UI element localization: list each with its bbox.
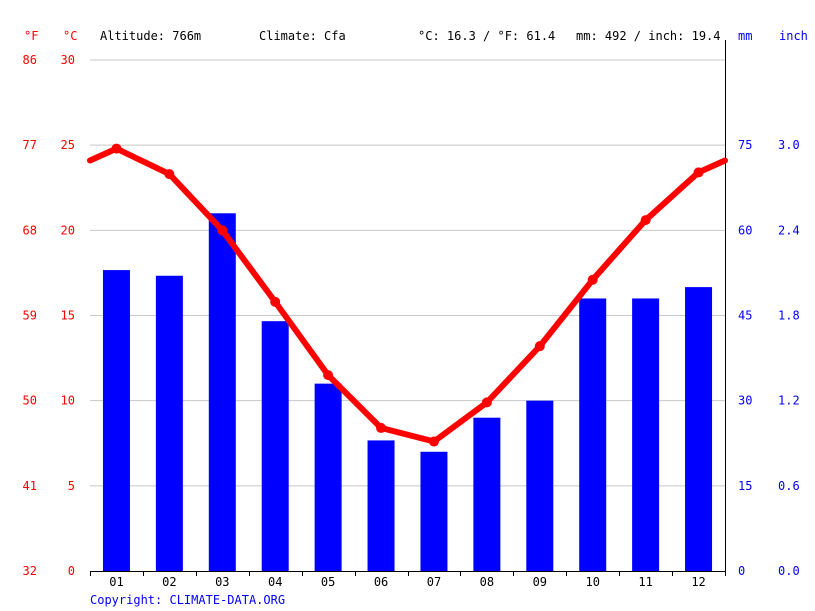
precipitation-bar	[261, 321, 289, 571]
y-tick-label-fahrenheit: 32	[23, 564, 37, 578]
tick-labels: 01 02 03 04 05 06 07 08 09 10 11 12 0 32 5 41 10 50 15 59 20…	[23, 53, 800, 589]
y-tick-label-inch: 2.4	[778, 223, 800, 237]
x-tick-label: 08	[480, 575, 494, 589]
temperature-point	[217, 225, 228, 236]
x-tick-label: 04	[268, 575, 282, 589]
x-tick-label: 11	[638, 575, 652, 589]
y-tick-label-celsius: 0	[68, 564, 75, 578]
y-tick-label-fahrenheit: 86	[23, 53, 37, 67]
y-tick-label-inch: 0.6	[778, 479, 800, 493]
x-tick-label: 12	[691, 575, 705, 589]
temperature-point	[640, 215, 651, 226]
precipitation-bar	[208, 213, 236, 572]
x-tick-label: 07	[427, 575, 441, 589]
y-tick-label-inch: 1.8	[778, 309, 800, 323]
temperature-point	[164, 169, 175, 180]
y-tick-label-inch: 3.0	[778, 138, 800, 152]
gridlines	[90, 59, 725, 487]
climate-label: Climate: Cfa	[259, 29, 346, 43]
precipitation-bar	[102, 270, 130, 571]
y-tick-label-celsius: 25	[61, 138, 75, 152]
precipitation-bar	[155, 275, 183, 571]
temperature-point	[428, 436, 439, 447]
y-tick-label-fahrenheit: 77	[23, 138, 37, 152]
temperature-point	[587, 274, 598, 285]
precipitation-bar	[314, 383, 342, 571]
precipitation-bar	[579, 298, 607, 571]
y-tick-label-fahrenheit: 50	[23, 394, 37, 408]
y-tick-label-celsius: 20	[61, 223, 75, 237]
y-tick-label-inch: 1.2	[778, 394, 800, 408]
x-tick-label: 10	[585, 575, 599, 589]
unit-celsius-label: °C	[63, 29, 77, 43]
y-tick-label-mm: 45	[738, 309, 752, 323]
x-tick-label: 05	[321, 575, 335, 589]
y-tick-label-mm: 75	[738, 138, 752, 152]
temperature-point	[323, 370, 334, 381]
y-tick-label-mm: 30	[738, 394, 752, 408]
temperature-point	[270, 296, 281, 307]
temperature-point	[376, 422, 387, 433]
y-tick-label-celsius: 30	[61, 53, 75, 67]
y-tick-label-mm: 0	[738, 564, 745, 578]
temperature-line	[87, 143, 728, 447]
temperature-point	[481, 397, 492, 408]
altitude-label: Altitude: 766m	[100, 29, 201, 43]
unit-mm-label: mm	[738, 29, 752, 43]
temperature-point	[534, 341, 545, 352]
precipitation-bar	[685, 287, 713, 571]
y-tick-label-fahrenheit: 41	[23, 479, 37, 493]
x-tick-label: 01	[109, 575, 123, 589]
precipitation-bar	[526, 400, 554, 571]
x-tick-label: 02	[162, 575, 176, 589]
temperature-point	[111, 143, 122, 154]
y-tick-label-celsius: 15	[61, 309, 75, 323]
x-tick-label: 09	[533, 575, 547, 589]
temperature-line-path	[87, 145, 728, 445]
y-tick-label-inch: 0.0	[778, 564, 800, 578]
precipitation-bar	[473, 417, 501, 571]
y-tick-label-mm: 60	[738, 223, 752, 237]
temperature-average-label: °C: 16.3 / °F: 61.4	[418, 29, 555, 43]
precipitation-bar	[367, 440, 395, 571]
precipitation-bar	[420, 451, 448, 571]
y-tick-label-fahrenheit: 59	[23, 309, 37, 323]
axes	[90, 40, 726, 576]
precipitation-bar	[632, 298, 660, 571]
x-tick-label: 06	[374, 575, 388, 589]
unit-fahrenheit-label: °F	[24, 29, 38, 43]
x-tick-label: 03	[215, 575, 229, 589]
precipitation-bars	[102, 213, 713, 572]
y-tick-label-celsius: 10	[61, 394, 75, 408]
unit-inch-label: inch	[779, 29, 808, 43]
y-tick-label-mm: 15	[738, 479, 752, 493]
precipitation-total-label: mm: 492 / inch: 19.4	[576, 29, 721, 43]
temperature-point	[693, 167, 704, 178]
copyright-link[interactable]: Copyright: CLIMATE-DATA.ORG	[90, 593, 285, 607]
y-tick-label-fahrenheit: 68	[23, 223, 37, 237]
y-tick-label-celsius: 5	[68, 479, 75, 493]
